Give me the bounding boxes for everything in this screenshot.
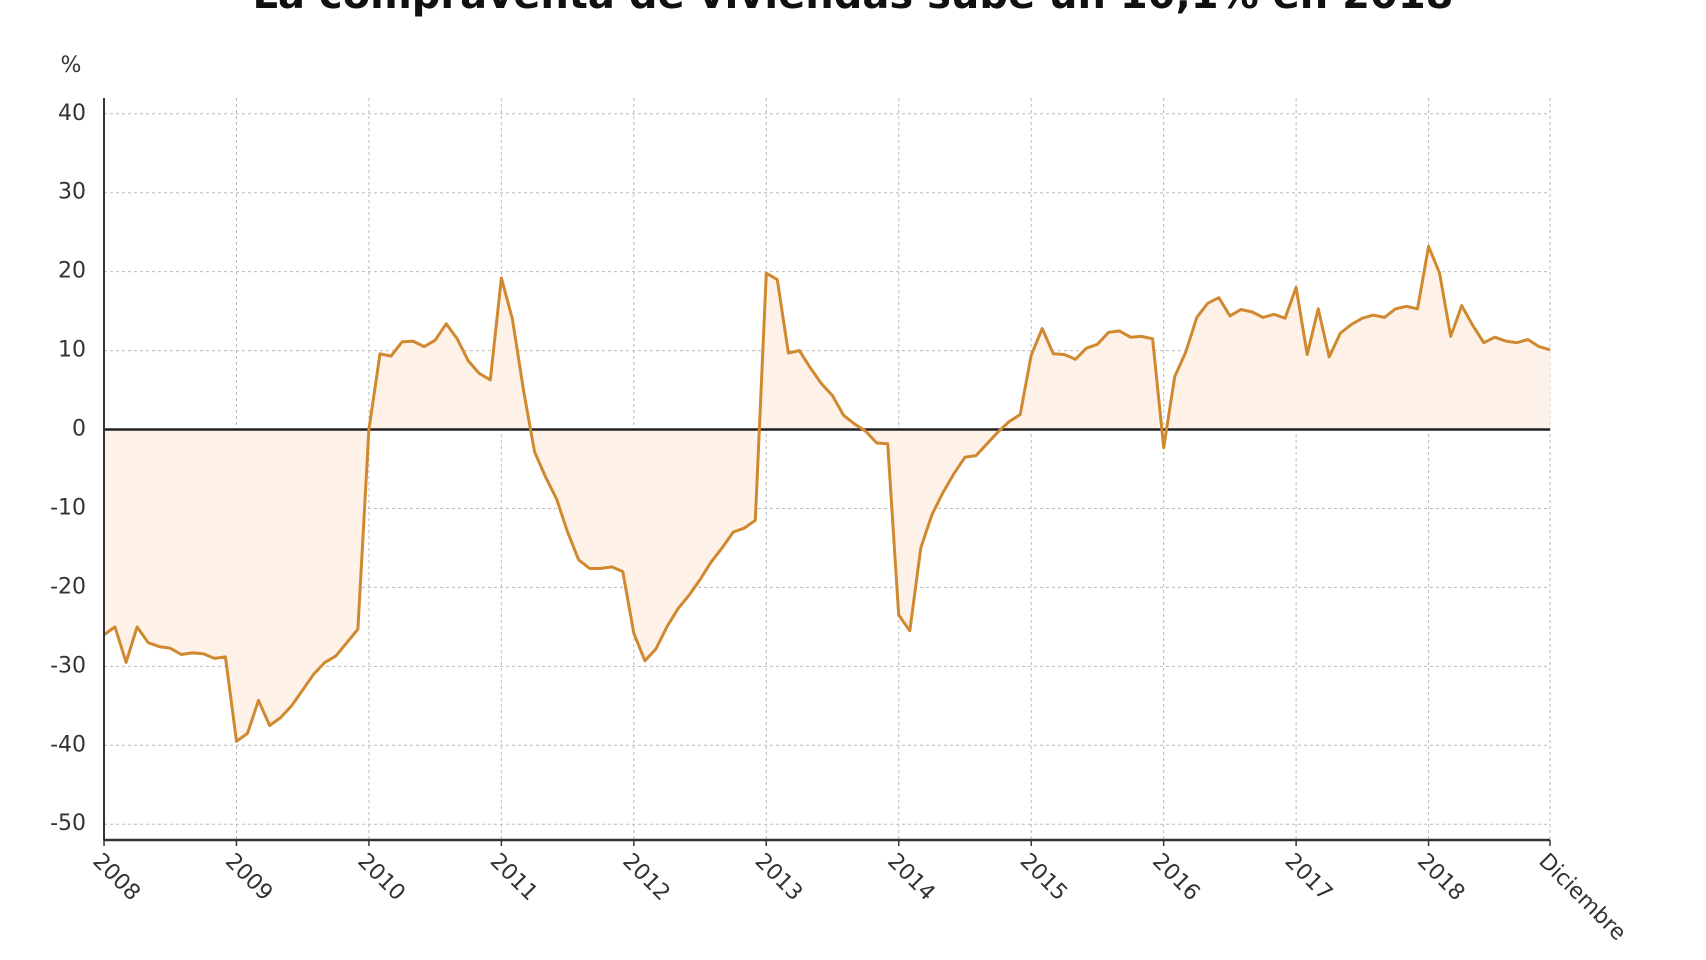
y-tick-label: 0 [72,417,86,442]
y-tick-label: -10 [50,495,86,520]
x-tick-label: 2014 [882,849,939,906]
x-tick-label: 2009 [220,849,277,906]
y-axis-label: % [61,53,82,78]
y-tick-label: 40 [58,101,86,126]
y-tick-label: -30 [50,653,86,678]
x-tick-label: 2008 [88,849,145,906]
y-tick-label: 10 [58,338,86,363]
chart-title: La compraventa de viviendas sube un 10,1… [253,0,1454,18]
y-tick-label: 30 [58,180,86,205]
area-fill [104,246,1550,742]
x-tick-label: 2013 [750,849,807,906]
y-tick-label: -40 [50,732,86,757]
x-tick-label: 2010 [352,849,409,906]
x-tick-label: 2012 [617,849,674,906]
x-tick-label: 2015 [1015,849,1072,906]
x-tick-label: 2018 [1412,849,1469,906]
x-tick-label: 2017 [1280,849,1337,906]
data-line [103,244,1551,743]
y-tick-label: 20 [58,259,86,284]
y-tick-label: -20 [50,574,86,599]
x-tick-label: Diciembre [1534,849,1631,946]
x-tick-label: 2016 [1147,849,1204,906]
y-tick-label: -50 [50,811,86,836]
x-tick-label: 2011 [485,849,542,906]
